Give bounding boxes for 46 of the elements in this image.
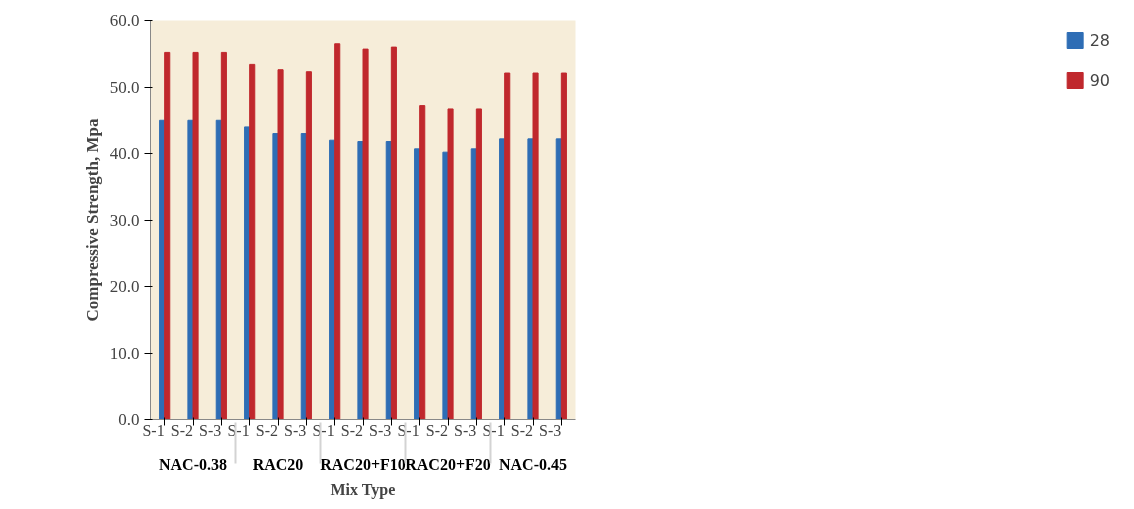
bar xyxy=(532,72,539,420)
y-tick-label: 40.0 xyxy=(109,144,140,163)
bar xyxy=(560,72,567,420)
y-tick-label: 60.0 xyxy=(109,11,140,30)
text: RAC20 xyxy=(252,455,304,473)
x-tick-label: S-1 xyxy=(312,422,335,439)
text: RAC20+F20 xyxy=(405,455,491,473)
x-tick-label: S-1 xyxy=(397,422,420,439)
bar xyxy=(447,108,454,420)
x-tick-label: S-3 xyxy=(199,422,222,439)
x-tick-label: S-2 xyxy=(170,422,194,439)
bar xyxy=(334,43,341,420)
text: NAC-0.38 xyxy=(159,455,227,473)
bar xyxy=(277,69,284,420)
x-tick-label: S-3 xyxy=(369,422,392,439)
y-axis-title: Compressive Strength, Mpa xyxy=(82,118,102,322)
y-tick-label: 10.0 xyxy=(109,343,140,363)
x-axis-title: Mix Type xyxy=(330,480,396,499)
x-tick-label: S-2 xyxy=(255,422,279,439)
bar xyxy=(475,108,482,420)
x-tick-label: S-2 xyxy=(510,422,534,439)
bar xyxy=(419,105,426,420)
text: RAC20+F10 xyxy=(320,455,406,473)
bar xyxy=(249,63,256,420)
legend-label: 28 xyxy=(1089,30,1110,50)
y-tick-label: 30.0 xyxy=(109,210,140,230)
bar xyxy=(220,51,227,420)
x-tick-label: S-2 xyxy=(340,422,364,439)
bar xyxy=(164,51,171,420)
y-tick-label: 50.0 xyxy=(109,77,140,97)
y-tick-label: 20.0 xyxy=(109,277,140,296)
bar xyxy=(192,51,199,420)
x-tick-label: S-1 xyxy=(142,422,165,439)
bar xyxy=(504,72,511,420)
x-tick-label: S-1 xyxy=(482,422,505,439)
x-tick-label: S-3 xyxy=(284,422,307,439)
x-tick-label: S-1 xyxy=(227,422,250,439)
text: NAC-0.45 xyxy=(499,455,567,473)
x-tick-label: S-3 xyxy=(539,422,562,439)
y-tick-label: 0.0 xyxy=(118,410,140,429)
bar xyxy=(305,71,312,420)
bar xyxy=(362,48,369,420)
x-tick-label: S-3 xyxy=(454,422,477,439)
bar xyxy=(390,46,397,420)
legend-label: 90 xyxy=(1089,70,1110,90)
x-tick-label: S-2 xyxy=(425,422,449,439)
